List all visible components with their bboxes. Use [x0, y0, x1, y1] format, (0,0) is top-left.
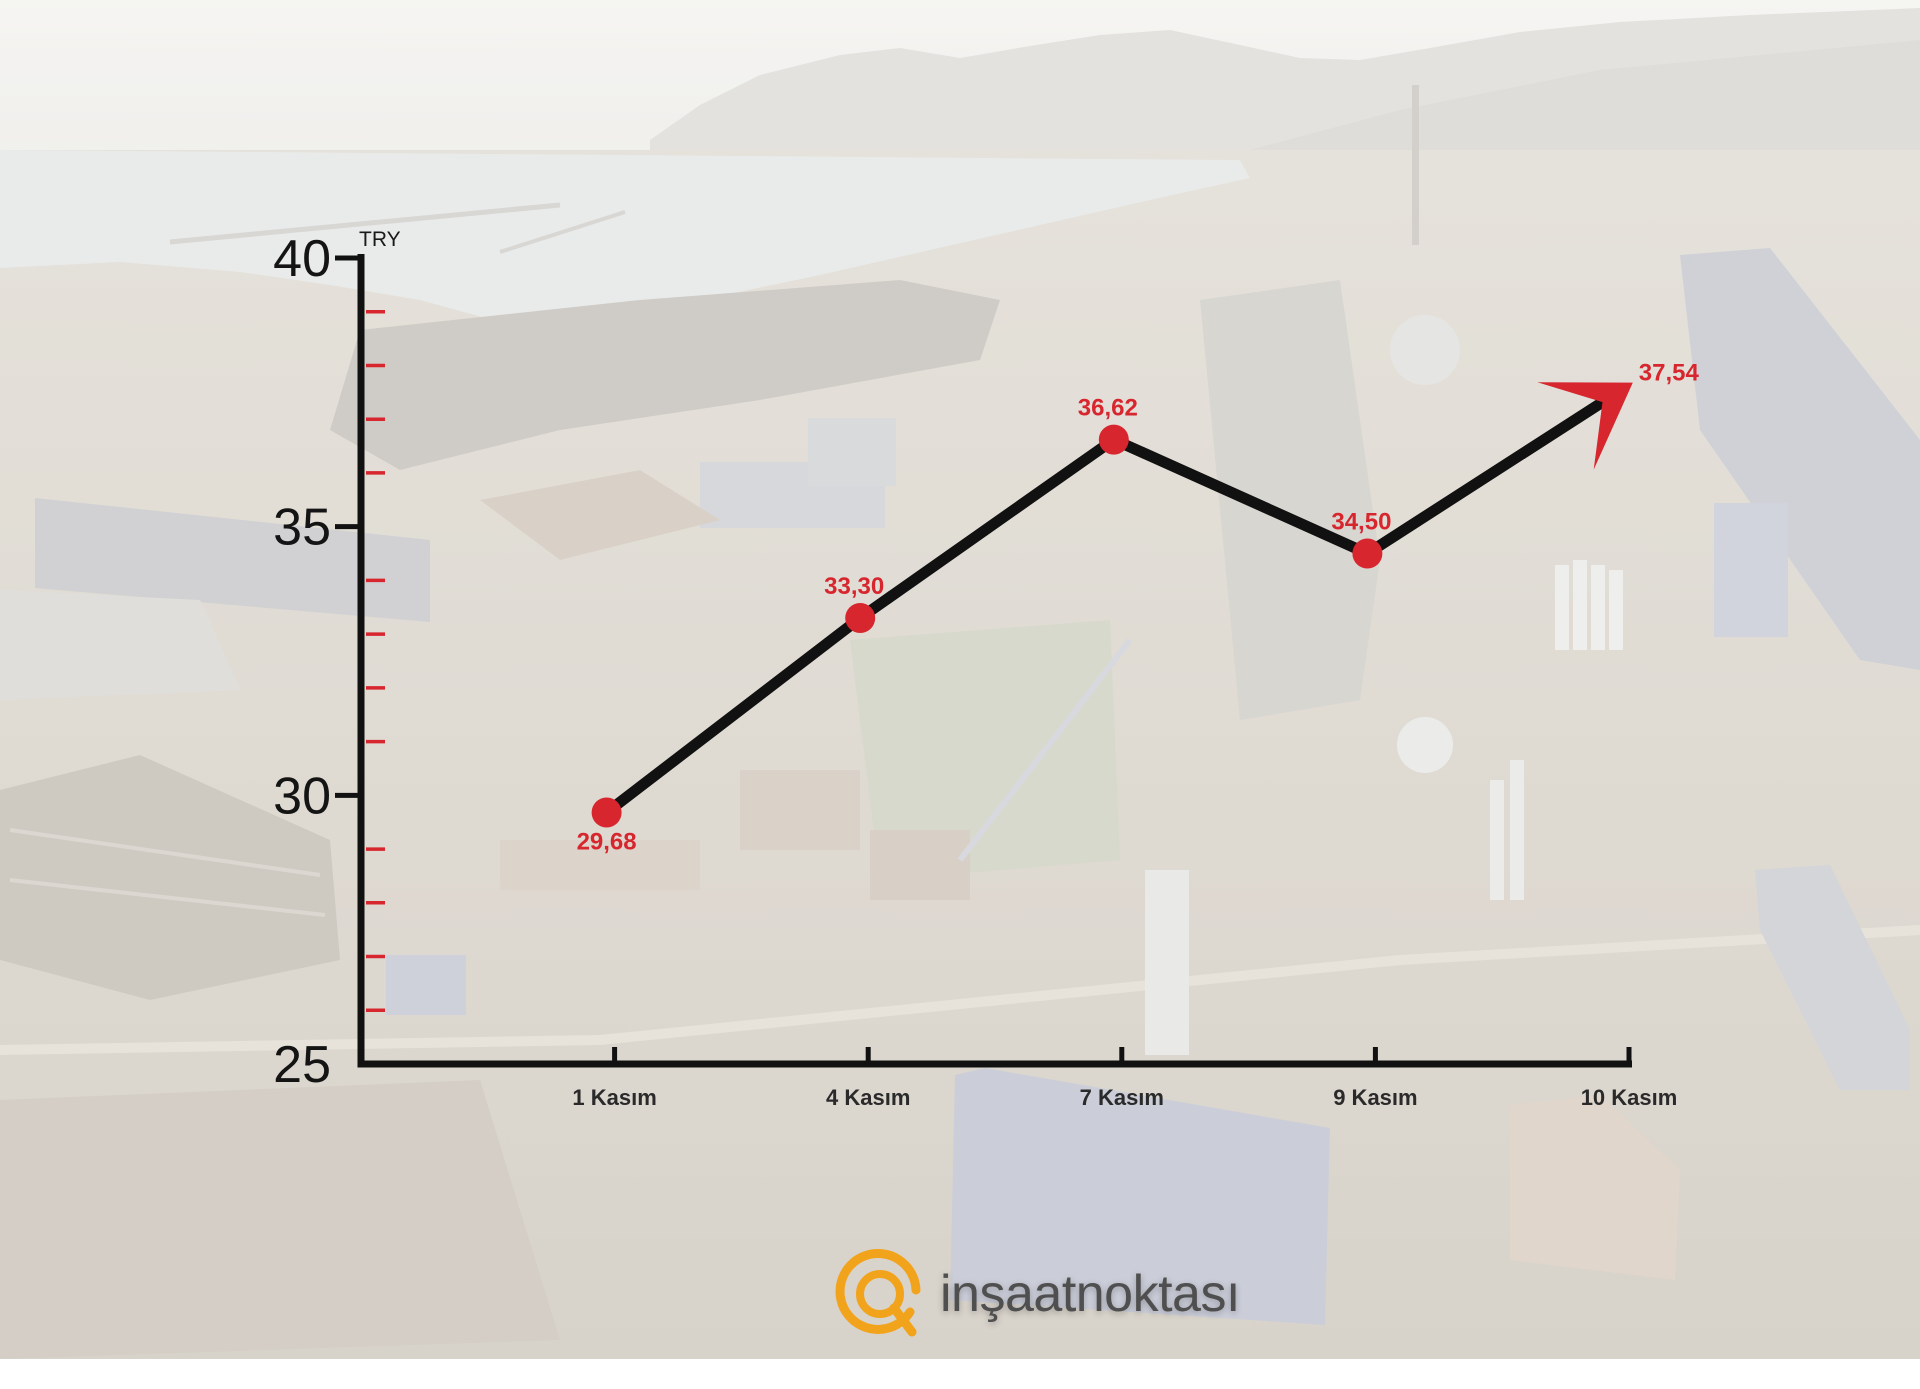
photo-green-patch	[850, 620, 1120, 880]
data-point-arrow	[1537, 382, 1633, 470]
photo-tower	[1145, 870, 1189, 1055]
data-point	[1352, 538, 1383, 569]
photo-tower	[1510, 760, 1524, 900]
photo-cylinder	[1591, 565, 1605, 650]
line-chart: 25 30 35 40 TRY 1 Kasım 4 Kasım 7 Kasım 9 Kasım 1…	[273, 228, 1700, 1110]
y-tick-label: 30	[273, 767, 331, 825]
photo-chimney	[1412, 85, 1419, 245]
data-point	[1098, 424, 1129, 455]
photo-pier	[499, 210, 626, 254]
photo-building	[950, 1068, 1330, 1325]
y-tick-label: 35	[273, 499, 331, 557]
x-tick-label: 7 Kasım	[1080, 1085, 1164, 1110]
photo-warehouses	[0, 755, 340, 1000]
photo-cylinder	[1609, 570, 1623, 650]
photo-building	[740, 770, 860, 850]
bottom-margin	[0, 1359, 1920, 1389]
data-value-label: 37,54	[1639, 360, 1700, 387]
photo-tower	[1490, 780, 1504, 900]
orange-ring-icon	[835, 1249, 921, 1337]
photo-roof-stripe	[9, 878, 326, 917]
photo-building	[808, 418, 896, 486]
data-point	[845, 603, 876, 634]
photo-hall	[1680, 248, 1920, 670]
x-tick-label: 4 Kasım	[826, 1085, 910, 1110]
photo-pier	[169, 202, 561, 245]
photo-building	[870, 830, 970, 900]
photo-conveyor	[957, 638, 1133, 862]
data-value-label: 29,68	[577, 829, 637, 856]
photo-sea	[0, 150, 1250, 322]
x-tick-label: 1 Kasım	[572, 1085, 656, 1110]
photo-cylinder	[1573, 560, 1587, 650]
photo-building	[386, 955, 466, 1015]
photo-stockpile	[330, 280, 1000, 470]
logo-wordmark: inşaatnoktası	[940, 1265, 1240, 1323]
photo-greenhouse	[0, 590, 240, 700]
photo-building	[1510, 1095, 1680, 1280]
data-point	[591, 797, 622, 828]
logo: inşaatnoktası	[832, 1248, 1272, 1340]
photo-yard	[0, 1080, 560, 1359]
photo-cylinder	[1555, 565, 1569, 650]
y-axis-ticks	[335, 255, 385, 1013]
data-value-label: 33,30	[824, 573, 884, 600]
y-tick-label: 25	[273, 1036, 331, 1094]
photo-haze	[0, 0, 1920, 1359]
background-photo	[0, 0, 1920, 1359]
photo-hall	[1200, 280, 1380, 720]
x-tick-label: 9 Kasım	[1333, 1085, 1417, 1110]
y-tick-label: 40	[273, 230, 331, 288]
photo-building	[1714, 503, 1788, 637]
photo-road	[0, 925, 1920, 1055]
photo-building	[500, 840, 700, 890]
photo-roof-stripe	[9, 828, 321, 877]
photo-building	[35, 498, 430, 622]
photo-building	[480, 470, 720, 560]
photo-hall	[1755, 865, 1910, 1090]
data-value-label: 34,50	[1331, 509, 1391, 536]
y-axis-unit-label: TRY	[359, 228, 401, 251]
data-value-label: 36,62	[1078, 395, 1138, 422]
photo-silo	[1390, 315, 1460, 385]
x-tick-label: 10 Kasım	[1581, 1085, 1678, 1110]
photo-tank	[1397, 717, 1453, 773]
